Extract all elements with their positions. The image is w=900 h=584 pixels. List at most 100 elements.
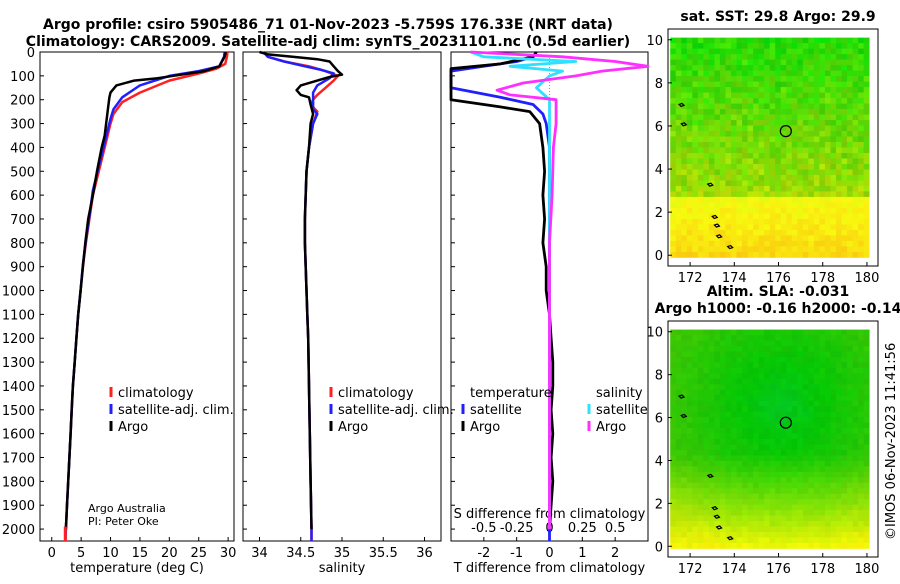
heat-cell [797,76,804,82]
heat-cell [836,81,842,88]
heat-cell [719,471,726,478]
heat-cell [753,471,760,478]
heat-cell [731,98,737,104]
heat-cell [725,510,732,516]
heat-cell [780,510,787,516]
island-outline [726,536,734,541]
heat-cell [703,213,710,220]
heat-cell [808,152,815,159]
heat-cell [714,329,721,336]
heat-cell [847,169,853,176]
heat-cell [780,537,787,544]
heat-cell [714,378,721,385]
heat-cell [824,213,831,220]
heat-cell [753,482,760,489]
heat-cell [858,180,865,187]
heat-cell [747,329,754,336]
heat-cell [692,70,699,77]
heat-cell [830,477,837,484]
heat-cell [675,351,682,358]
heat-cell [791,103,798,110]
heat-cell [731,455,737,462]
heat-cell [714,422,721,429]
heat-cell [742,477,748,484]
heat-cell [686,103,693,110]
heat-cell [670,147,677,154]
heat-cell [747,158,754,165]
heat-cell [753,345,760,352]
heat-cell [708,235,715,242]
heat-cell [725,362,732,369]
heat-cell [836,114,842,121]
diff-x-tick-label: 2 [611,546,619,561]
heat-cell [681,54,688,60]
heat-cell [692,373,699,380]
heat-cell [725,455,732,462]
heat-cell [858,114,865,121]
heat-cell [753,351,760,358]
heat-cell [736,37,743,44]
heat-cell [786,65,793,71]
heat-cell [813,422,820,429]
heat-cell [764,169,771,176]
heat-cell [836,174,842,181]
heat-cell [736,356,743,363]
heat-cell [797,43,804,49]
heat-cell [836,471,842,478]
heat-cell [836,136,842,143]
heat-cell [786,488,793,495]
heat-cell [863,251,870,258]
heat-cell [847,207,853,214]
heat-cell [697,43,704,49]
heat-cell [758,81,765,88]
heat-cell [670,43,677,49]
heat-cell [692,131,699,137]
heat-cell [670,477,677,484]
heat-cell [686,510,693,516]
heat-cell [863,335,870,341]
heat-cell [841,345,848,352]
heat-cell [775,537,782,544]
heat-cell [819,345,826,352]
heat-cell [697,37,704,44]
heat-cell [791,499,798,506]
heat-cell [836,169,842,176]
heat-cell [703,345,710,352]
heat-cell [769,109,776,115]
heat-cell [836,98,842,104]
heat-cell [697,542,704,549]
heat-cell [764,70,771,77]
heat-cell [858,224,865,231]
heat-cell [863,180,870,187]
heat-cell [725,37,732,44]
heat-cell [686,70,693,77]
heat-cell [686,356,693,363]
heat-cell [747,351,754,358]
heat-cell [858,207,865,214]
heat-cell [824,76,831,82]
heat-cell [758,532,765,538]
heat-cell [802,87,809,93]
heat-cell [841,329,848,336]
heat-cell [697,131,704,137]
heat-cell [863,196,870,203]
heat-cell [797,526,804,533]
heat-cell [858,109,865,115]
heat-cell [819,147,826,154]
figure-title-line1: Argo profile: csiro 5905486_71 01-Nov-20… [43,17,613,33]
heat-cell [836,59,842,66]
heat-cell [847,218,853,225]
heat-cell [736,384,743,391]
heat-cell [791,466,798,473]
heat-cell [791,482,798,489]
heat-cell [714,482,721,489]
heat-cell [813,515,820,522]
heat-cell [841,65,848,71]
heat-cell [808,515,815,522]
heat-cell [847,526,853,533]
heat-cell [670,158,677,165]
heat-cell [725,180,732,187]
heat-cell [791,389,798,396]
heat-cell [708,395,715,402]
heat-cell [847,87,853,93]
